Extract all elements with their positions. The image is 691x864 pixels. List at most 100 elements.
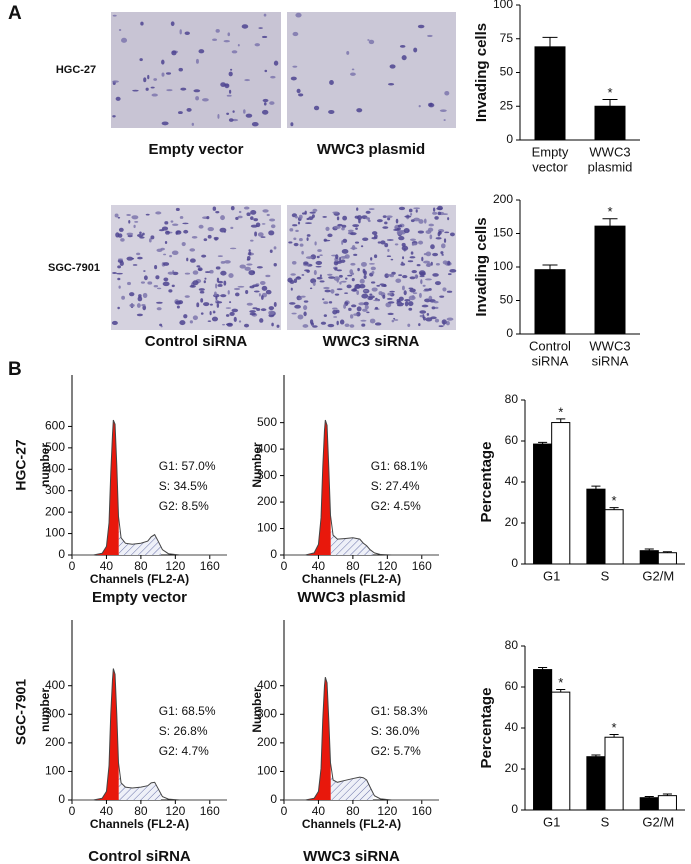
cell (198, 288, 205, 291)
cell (233, 287, 241, 291)
cell (164, 221, 169, 225)
cell (363, 275, 367, 279)
chart-caption: Empty vector (92, 589, 187, 606)
cell (136, 303, 141, 308)
x-tick-label: siRNA (532, 353, 569, 368)
cell (410, 212, 413, 216)
cell (354, 284, 361, 289)
cell (418, 219, 424, 224)
cell (114, 213, 119, 218)
x-tick-label: 40 (100, 804, 114, 818)
cell (195, 58, 199, 64)
cell (203, 238, 208, 242)
y-tick-label: 300 (257, 706, 277, 720)
cell (145, 87, 149, 91)
cell (220, 82, 226, 88)
cell (253, 290, 260, 293)
x-axis-label: Channels (FL2-A) (302, 817, 401, 831)
x-tick-label: G1 (543, 568, 560, 583)
cell (145, 213, 150, 216)
bar (533, 443, 553, 565)
cell (290, 287, 293, 291)
y-tick-label: 500 (45, 440, 65, 454)
cell (215, 266, 221, 270)
cell (266, 213, 270, 217)
row-label: HGC-27 (56, 64, 96, 76)
cell (246, 255, 251, 261)
cell (217, 280, 223, 284)
x-tick-label: S (601, 568, 610, 583)
cell (161, 59, 165, 65)
cell (253, 218, 259, 222)
bar (604, 736, 624, 811)
cell (156, 307, 162, 311)
cell (340, 255, 347, 259)
cell (312, 208, 318, 213)
y-tick-label: 200 (45, 504, 65, 518)
cell (111, 320, 118, 326)
cell (385, 302, 392, 308)
cell (198, 224, 204, 229)
error-bar (538, 667, 548, 670)
cell (223, 280, 227, 286)
cell (212, 206, 217, 211)
cell (161, 121, 169, 126)
cell (186, 257, 189, 262)
cell (442, 260, 448, 265)
cell (399, 45, 406, 48)
error-bar (662, 551, 672, 553)
micrograph (111, 12, 281, 128)
cell (420, 279, 423, 284)
cell (255, 222, 261, 228)
cell (246, 302, 253, 306)
cell (172, 271, 179, 276)
cell (306, 234, 311, 237)
x-tick-label: vector (532, 159, 568, 174)
cell (356, 207, 359, 211)
cell (184, 31, 190, 36)
cell (211, 316, 219, 322)
cell (359, 278, 365, 284)
cell (121, 295, 125, 300)
cell (361, 293, 369, 299)
cell (386, 239, 394, 241)
cell (427, 227, 434, 232)
cell (424, 288, 430, 291)
image-caption: WWC3 plasmid (317, 141, 425, 158)
cell (393, 319, 399, 321)
cell (419, 314, 424, 318)
g1-area (284, 420, 331, 555)
cell (176, 305, 180, 309)
cell (320, 321, 327, 325)
x-tick-label: siRNA (592, 353, 629, 368)
cell (230, 247, 237, 250)
cell (410, 219, 415, 223)
cell (191, 236, 198, 239)
cell (160, 247, 165, 251)
cell (143, 77, 147, 83)
annotation: G2: 5.7% (371, 744, 421, 758)
y-axis-label: number (38, 688, 52, 732)
cell (269, 249, 273, 253)
cell (349, 232, 357, 236)
cell (401, 285, 405, 291)
x-tick-label: 40 (312, 559, 326, 573)
y-tick-label: 20 (505, 515, 519, 529)
cell (154, 264, 158, 270)
cell (343, 304, 347, 309)
cell (354, 215, 360, 219)
cell (179, 320, 186, 326)
cell (373, 254, 378, 259)
cell (391, 271, 396, 275)
cell (297, 221, 301, 225)
cell (207, 234, 212, 239)
cell (449, 268, 457, 273)
cell (112, 271, 117, 274)
cell (142, 305, 147, 311)
cell (117, 306, 120, 310)
cell (374, 322, 382, 326)
cell (215, 210, 220, 214)
cell (348, 307, 352, 312)
cell (382, 226, 389, 229)
cell (232, 118, 239, 122)
